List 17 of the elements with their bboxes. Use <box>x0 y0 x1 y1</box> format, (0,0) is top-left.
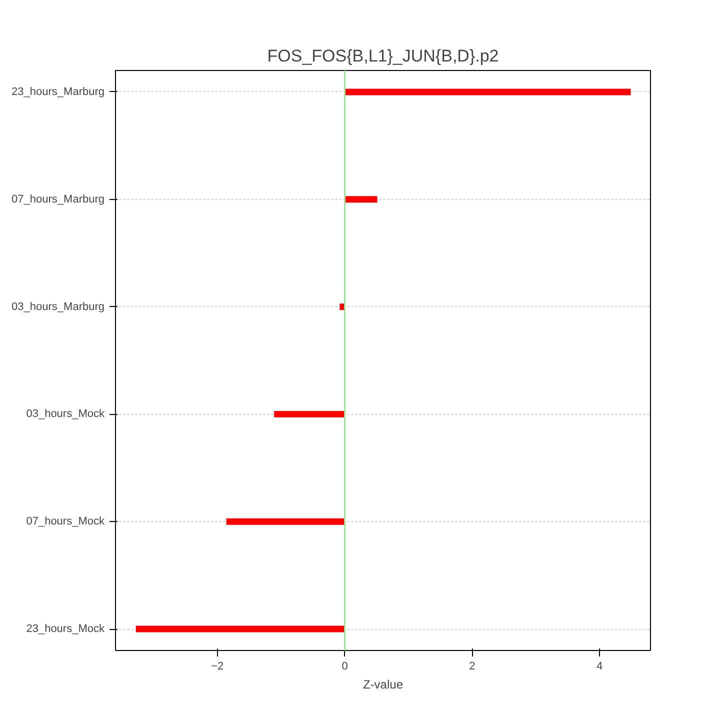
y-tick-label: 23_hours_Marburg <box>12 86 105 98</box>
y-tick-label: 23_hours_Mock <box>26 623 105 636</box>
chart-title: FOS_FOS{B,L1}_JUN{B,D}.p2 <box>267 46 499 66</box>
x-axis-title: Z-value <box>362 678 404 692</box>
y-tick-label: 03_hours_Marburg <box>12 300 105 313</box>
y-tick-label: 03_hours_Mock <box>26 408 105 420</box>
x-tick-label: −2 <box>211 660 224 672</box>
y-tick-label: 07_hours_Marburg <box>12 193 105 206</box>
x-tick-label: 0 <box>342 660 348 672</box>
y-tick-label: 07_hours_Mock <box>26 516 105 528</box>
x-tick-label: 2 <box>469 660 476 672</box>
bar <box>344 88 631 96</box>
bar <box>344 196 378 203</box>
bar <box>226 518 345 525</box>
bar <box>274 410 345 418</box>
x-tick-label: 4 <box>596 660 603 672</box>
bar <box>136 626 345 632</box>
